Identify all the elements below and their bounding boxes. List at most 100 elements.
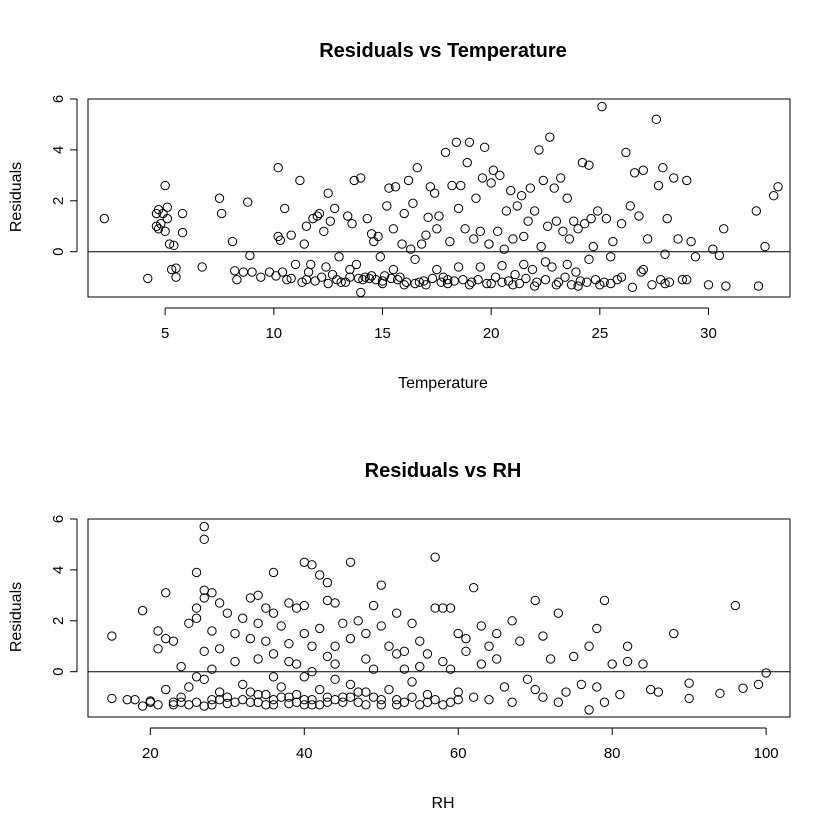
data-point [422, 689, 433, 700]
data-point [261, 700, 271, 710]
data-point [207, 626, 217, 636]
data-point [330, 641, 340, 651]
data-point [325, 216, 336, 226]
data-point [322, 692, 333, 702]
x-tick-label: 15 [374, 325, 391, 342]
data-point [468, 692, 479, 702]
data-point [279, 203, 290, 214]
data-point [445, 236, 455, 247]
data-point [312, 211, 322, 221]
data-point [408, 198, 418, 209]
data-point [584, 705, 594, 715]
data-points [99, 101, 783, 298]
x-tick-label: 25 [591, 325, 608, 342]
data-point [642, 234, 653, 244]
data-point [473, 274, 483, 285]
data-point [345, 679, 356, 690]
data-point [168, 636, 179, 646]
data-point [453, 262, 464, 272]
data-point [492, 654, 502, 664]
data-point [276, 682, 286, 692]
data-point [634, 211, 644, 221]
data-point [507, 616, 517, 626]
data-point [362, 213, 372, 224]
data-point [353, 687, 363, 697]
data-point [497, 260, 507, 271]
data-point [284, 692, 294, 702]
data-point [286, 273, 296, 284]
data-point [616, 219, 627, 229]
data-point [658, 163, 668, 173]
data-point [677, 274, 688, 285]
data-point [412, 163, 422, 173]
data-point [299, 557, 309, 567]
data-point [207, 694, 217, 705]
data-point [171, 272, 181, 282]
data-point [653, 180, 664, 191]
data-point [160, 226, 170, 237]
data-point [264, 267, 275, 277]
data-point [673, 234, 683, 244]
data-point [571, 267, 581, 277]
data-point [542, 221, 553, 231]
data-point [451, 137, 462, 147]
y-tick-label: 0 [50, 668, 67, 676]
data-point [486, 178, 496, 188]
data-point [314, 208, 325, 219]
data-point [268, 672, 279, 682]
data-point [407, 692, 417, 702]
plot-box [87, 98, 791, 298]
data-point [415, 661, 425, 672]
data-point [253, 618, 263, 629]
data-point [423, 212, 433, 223]
data-point [475, 262, 485, 272]
data-point [353, 616, 363, 626]
data-point [753, 281, 764, 291]
data-point [622, 641, 633, 651]
data-point [199, 701, 209, 711]
data-point [690, 252, 701, 262]
data-point [653, 687, 664, 697]
data-point [497, 277, 507, 287]
data-point [338, 697, 348, 707]
data-point [238, 267, 249, 277]
data-point [538, 692, 548, 702]
data-point [556, 173, 566, 183]
data-point [388, 224, 399, 234]
data-point [323, 278, 333, 289]
data-point [438, 656, 448, 667]
data-point [345, 557, 356, 567]
data-point [703, 280, 714, 290]
data-point [607, 659, 617, 669]
data-point [330, 674, 340, 685]
plot-box [87, 518, 791, 718]
data-point [477, 173, 488, 183]
data-point [176, 661, 186, 672]
data-point [627, 282, 638, 293]
data-point [345, 633, 356, 644]
data-point [425, 182, 436, 192]
data-point [399, 280, 409, 290]
data-point [351, 259, 362, 270]
data-point [682, 175, 692, 186]
data-point [222, 692, 233, 702]
data-point [399, 664, 410, 674]
data-point [438, 603, 448, 613]
data-point [597, 101, 607, 112]
data-point [484, 641, 494, 651]
data-point [432, 224, 442, 234]
data-point [510, 269, 520, 280]
data-point [376, 580, 386, 590]
data-point [645, 684, 656, 695]
data-point [199, 646, 209, 657]
data-point [460, 224, 470, 234]
data-point [391, 649, 402, 659]
data-point [416, 239, 427, 249]
data-point [153, 700, 163, 710]
data-point [373, 231, 383, 242]
data-point [469, 234, 479, 244]
data-point [427, 273, 438, 284]
data-point [191, 697, 202, 707]
data-point [484, 239, 494, 249]
data-point [393, 274, 403, 285]
